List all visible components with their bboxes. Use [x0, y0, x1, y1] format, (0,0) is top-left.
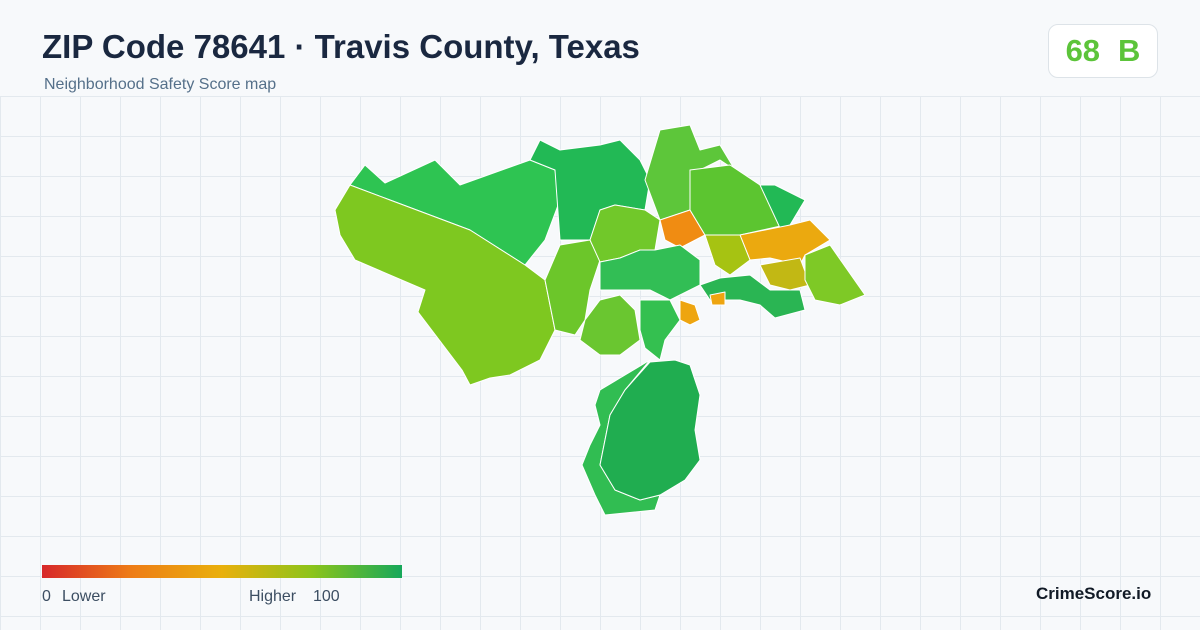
- legend-min: 0: [42, 588, 51, 605]
- region: [709, 291, 726, 306]
- legend-gradient: [42, 565, 402, 578]
- region: [699, 274, 806, 319]
- subtitle: Neighborhood Safety Score map: [44, 76, 277, 93]
- region: [679, 299, 701, 326]
- region: [529, 139, 651, 241]
- region: [759, 257, 811, 291]
- region: [334, 184, 556, 386]
- brand: CrimeScore.io: [1036, 584, 1152, 603]
- region: [659, 209, 706, 249]
- region: [704, 234, 751, 276]
- region: [804, 244, 866, 306]
- region: [639, 299, 681, 361]
- legend-max-label: Higher: [249, 588, 297, 605]
- legend-min-label: Lower: [62, 588, 106, 605]
- grade: B: [1118, 33, 1141, 68]
- region: [599, 359, 701, 501]
- title: ZIP Code 78641 · Travis County, Texas: [42, 28, 640, 65]
- legend-max: 100: [313, 588, 340, 605]
- map-regions: [334, 124, 866, 516]
- region: [759, 184, 806, 229]
- header: ZIP Code 78641 · Travis County, Texas Ne…: [0, 0, 1200, 96]
- score: 68: [1065, 33, 1101, 68]
- region: [544, 239, 601, 336]
- score-badge: 68 B: [1048, 24, 1158, 78]
- region: [579, 294, 641, 356]
